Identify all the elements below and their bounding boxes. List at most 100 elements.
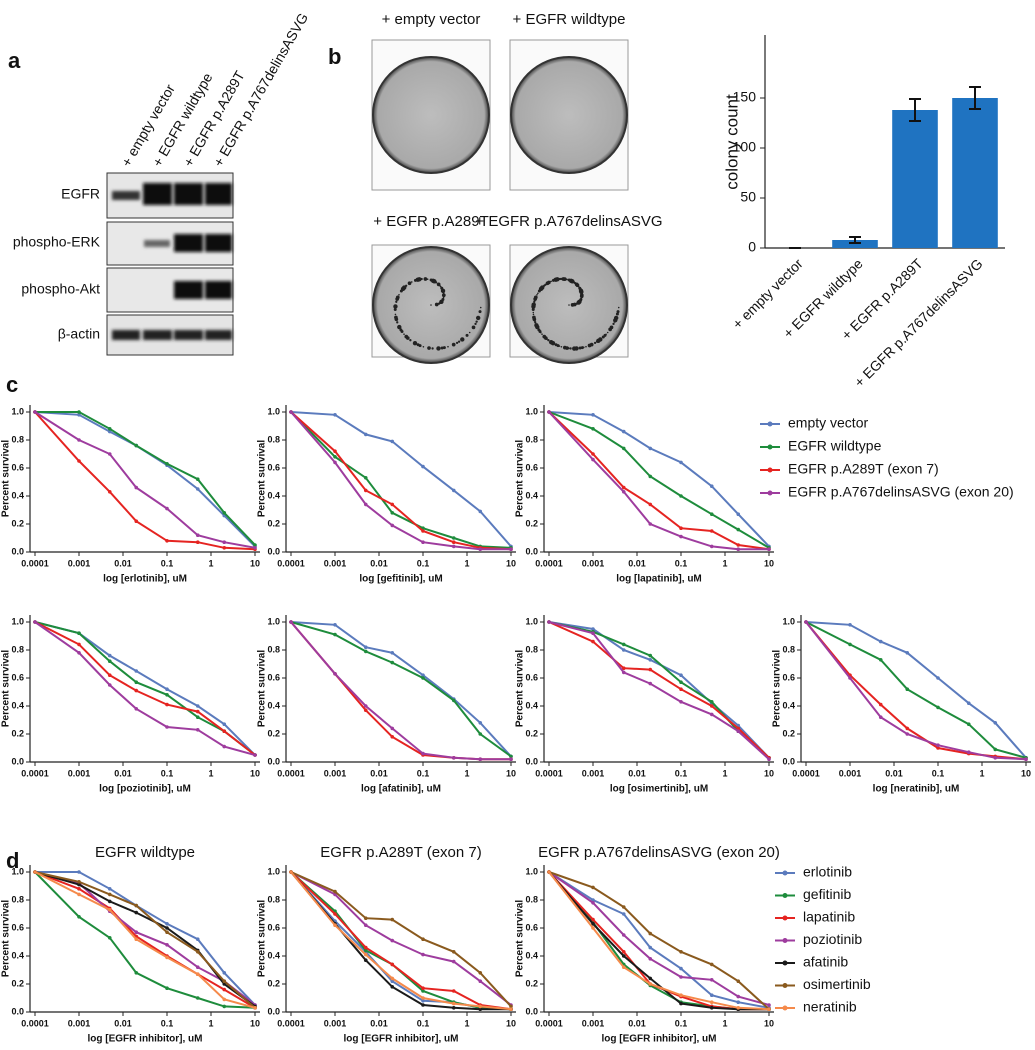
data-point — [363, 476, 368, 480]
data-point — [936, 743, 940, 747]
data-point — [709, 484, 714, 489]
x-tick-label: 0.01 — [370, 558, 388, 568]
colony — [576, 300, 581, 305]
data-point — [134, 930, 139, 934]
x-tick-label: 0.01 — [628, 1018, 646, 1028]
x-tick-label: 1 — [464, 558, 469, 568]
series-line — [290, 871, 512, 1011]
data-point — [195, 728, 200, 732]
colony — [399, 289, 403, 293]
x-tick-label: 10 — [764, 768, 774, 778]
colony — [412, 341, 418, 346]
y-tick-label: 0.4 — [11, 700, 24, 710]
plate-label: + EGFR wildtype — [513, 11, 626, 28]
y-tick-label: 0.0 — [11, 546, 24, 556]
data-point — [165, 693, 169, 697]
x-tick-label: 0.01 — [114, 768, 132, 778]
data-point — [363, 945, 368, 950]
data-point — [591, 917, 595, 922]
x-tick-label: 0.1 — [675, 558, 688, 568]
colony — [426, 278, 429, 281]
data-point — [222, 997, 227, 1002]
series-line — [548, 411, 770, 548]
data-point — [165, 922, 169, 926]
data-point — [77, 459, 81, 463]
data-point — [679, 966, 683, 971]
colony — [579, 289, 584, 295]
error-bar — [969, 86, 981, 110]
data-point — [736, 527, 741, 532]
data-point — [648, 982, 653, 986]
colony — [393, 307, 397, 311]
series-line — [34, 871, 256, 1008]
x-tick-label: 10 — [506, 558, 516, 568]
data-point — [591, 885, 595, 890]
series-line — [548, 871, 769, 1011]
chart-title: EGFR wildtype — [95, 844, 195, 861]
legend-label: afatinib — [803, 954, 848, 970]
x-axis-label: log [EGFR inhibitor], uM — [602, 1034, 717, 1045]
data-point — [134, 937, 139, 941]
data-point — [107, 908, 112, 912]
x-tick-label: 0.001 — [324, 768, 347, 778]
x-tick-label: 0.001 — [324, 1018, 347, 1028]
colony — [399, 328, 403, 332]
data-point — [451, 950, 456, 954]
data-point — [363, 502, 368, 507]
colony — [560, 345, 563, 348]
data-point — [77, 631, 81, 635]
data-point — [878, 658, 883, 662]
colony — [536, 293, 538, 296]
data-point — [648, 945, 653, 950]
y-tick-label: 150 — [733, 89, 757, 105]
data-point — [736, 547, 741, 551]
y-tick-label: 0.6 — [782, 672, 795, 682]
x-tick-label: 0.0001 — [535, 558, 563, 568]
data-point — [421, 1003, 425, 1007]
x-tick-label: 0.1 — [161, 558, 174, 568]
data-point — [253, 546, 257, 550]
x-tick-label: 0.0001 — [21, 768, 49, 778]
data-point — [736, 512, 741, 516]
data-point — [993, 747, 998, 752]
data-point — [547, 620, 551, 624]
data-point — [591, 627, 595, 631]
x-tick-label: 1 — [208, 1018, 213, 1028]
colony — [558, 345, 561, 347]
data-point — [165, 725, 169, 729]
x-tick-label: 0.0001 — [792, 768, 820, 778]
colony — [436, 346, 441, 351]
y-tick-label: 0.0 — [525, 1006, 538, 1016]
legend-marker — [782, 870, 788, 876]
data-point — [333, 623, 337, 627]
y-tick-label: 100 — [733, 139, 757, 155]
colony — [531, 302, 536, 307]
legend-label: EGFR p.A289T (exon 7) — [788, 461, 939, 477]
series-line — [548, 621, 770, 760]
colony — [542, 334, 547, 339]
data-point — [107, 899, 112, 904]
row-label: β-actin — [58, 326, 100, 342]
data-point — [222, 971, 227, 975]
y-axis-label: Percent survival — [1, 900, 12, 977]
series-line — [548, 411, 769, 551]
series-line — [34, 871, 256, 1009]
y-tick-label: 0.8 — [11, 644, 24, 654]
y-tick-label: 1.0 — [525, 616, 538, 626]
series-line — [805, 621, 1027, 761]
series-line — [290, 411, 511, 551]
y-axis-label: Percent survival — [515, 650, 526, 727]
bar — [892, 110, 938, 248]
colony — [547, 339, 550, 342]
colonies — [393, 277, 620, 351]
data-point — [134, 485, 139, 490]
x-tick-label: 0.0001 — [535, 1018, 563, 1028]
data-point — [621, 954, 626, 958]
colony — [432, 279, 437, 284]
data-point — [222, 1004, 227, 1009]
data-point — [591, 427, 595, 431]
x-tick-label: 0.001 — [582, 1018, 605, 1028]
data-point — [390, 976, 395, 981]
x-axis-label: log [neratinib], uM — [873, 784, 960, 795]
y-tick-label: 0.2 — [525, 978, 538, 988]
